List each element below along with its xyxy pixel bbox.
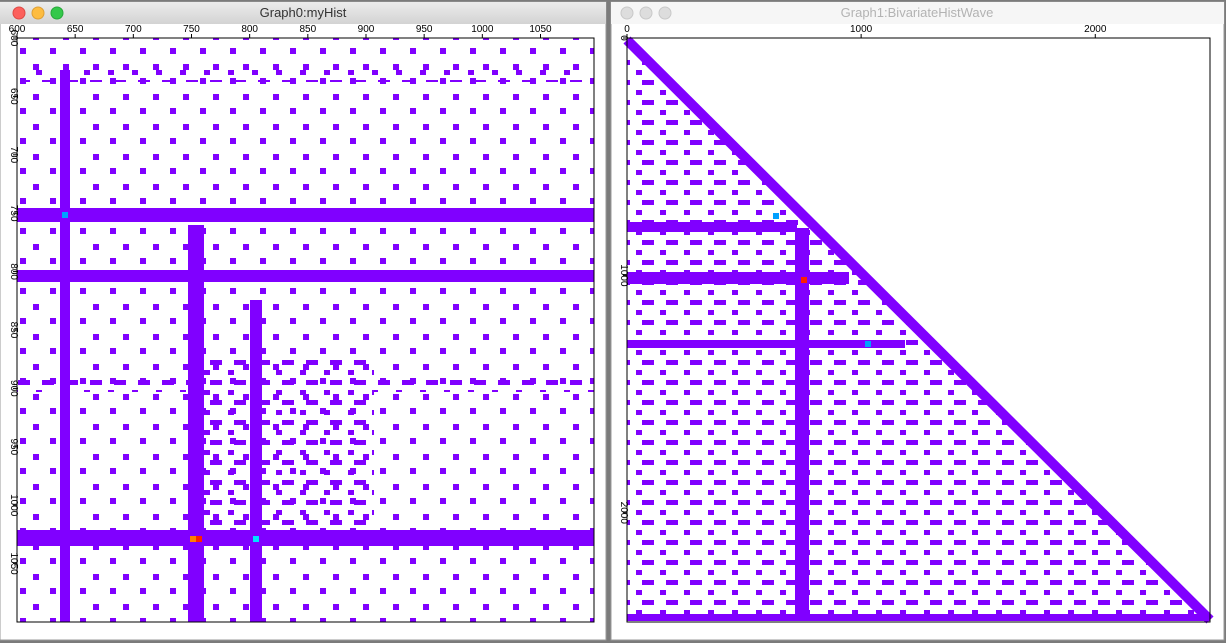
y-tick-label: 2000 <box>618 502 629 525</box>
heatmap-band <box>627 340 905 348</box>
image-plot <box>16 37 595 623</box>
zoom-button[interactable] <box>50 6 64 20</box>
y-tick-label: 900 <box>8 380 19 397</box>
heatmap-band <box>627 222 797 232</box>
y-tick-label: 700 <box>8 146 19 163</box>
y-tick-label: 850 <box>8 322 19 339</box>
heatmap-region <box>204 360 374 530</box>
y-tick-label: 1050 <box>8 552 19 575</box>
heatmap-band <box>188 225 204 622</box>
plot-frame <box>626 37 1211 623</box>
y-tick-label: 0 <box>618 35 629 41</box>
x-tick-label: 1000 <box>850 24 873 35</box>
x-tick-label: 0 <box>624 24 630 35</box>
heatmap-band <box>627 614 1210 621</box>
axes: 600 650 700 750 800 850 900 950 1000 1050 600 650 70… <box>8 24 1107 575</box>
y-tick-label: 950 <box>8 438 19 455</box>
minimize-button[interactable] <box>31 6 45 20</box>
window: Graph1:BivariateHistWave <box>610 1 1225 641</box>
window-title: Graph1:BivariateHistWave <box>841 5 994 20</box>
heatmap-hot <box>773 213 779 219</box>
close-button[interactable] <box>12 6 26 20</box>
heatmap-band <box>17 270 594 282</box>
heatmap-diagonal <box>623 36 1214 624</box>
heatmap-hot <box>801 277 807 283</box>
x-tick-label: 800 <box>241 24 258 35</box>
heatmap-hot <box>865 341 871 347</box>
x-tick-label: 700 <box>125 24 142 35</box>
y-tick-label: 1000 <box>618 264 629 287</box>
x-tick-label: 2000 <box>1084 24 1107 35</box>
y-tick-label: 600 <box>8 30 19 47</box>
heatmap-band <box>860 300 880 620</box>
x-tick-label: 950 <box>416 24 433 35</box>
window: Graph0:myHist <box>0 1 607 641</box>
x-tick-label: 650 <box>67 24 84 35</box>
heatmap-hot <box>190 536 196 542</box>
heatmap-hot <box>62 212 68 218</box>
minimize-button[interactable] <box>639 6 653 20</box>
heatmap-band <box>60 70 70 622</box>
y-tick-label: 1000 <box>8 494 19 517</box>
heatmap-band <box>22 70 587 82</box>
x-tick-label: 750 <box>183 24 200 35</box>
window-title: Graph0:myHist <box>260 5 347 20</box>
heatmap-band <box>627 272 849 284</box>
x-tick-label: 1050 <box>529 24 552 35</box>
image-plot <box>623 36 1214 624</box>
title-bar <box>611 2 1224 24</box>
heatmap-band <box>17 530 594 546</box>
x-tick-label: 600 <box>9 24 26 35</box>
y-tick-label: 750 <box>8 205 19 222</box>
x-tick-label: 1000 <box>471 24 494 35</box>
x-tick-label: 900 <box>358 24 375 35</box>
heatmap-band <box>17 208 594 222</box>
heatmap-band <box>795 228 809 620</box>
close-button[interactable] <box>620 6 634 20</box>
x-tick-label: 850 <box>299 24 316 35</box>
zoom-button[interactable] <box>658 6 672 20</box>
y-tick-label: 650 <box>8 88 19 105</box>
y-tick-label: 800 <box>8 263 19 280</box>
heatmap-hot <box>196 536 202 542</box>
heatmap-hot <box>253 536 259 542</box>
title-bar <box>0 2 606 24</box>
